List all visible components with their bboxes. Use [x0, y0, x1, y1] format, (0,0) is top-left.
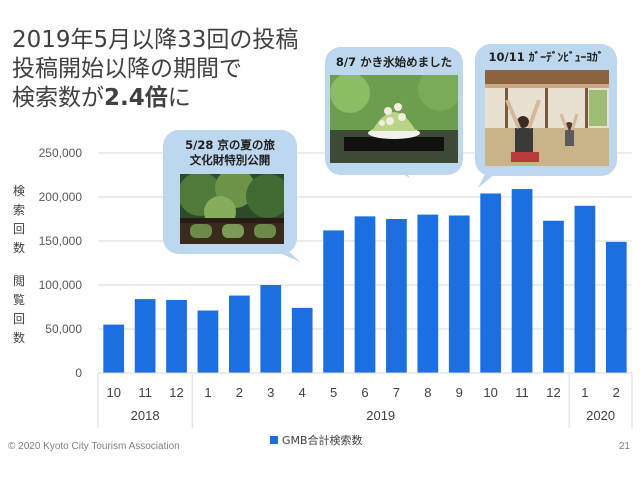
bar	[417, 214, 439, 373]
bar	[228, 295, 250, 373]
y-label-char: 検	[12, 184, 25, 198]
callout-garden-view-yoga: 10/11 ｶﾞｰﾃﾞﾝﾋﾞｭｰﾖｶﾞ	[475, 44, 617, 176]
chart-legend: GMB合計検索数	[270, 432, 363, 448]
y-label-char: 索	[12, 203, 25, 217]
year-label: 2019	[366, 408, 395, 423]
y-tick-label: 200,000	[39, 190, 83, 204]
x-tick-label: 1	[204, 385, 211, 400]
bar	[480, 193, 502, 373]
page-number: 21	[618, 441, 630, 452]
bar	[354, 216, 376, 373]
y-tick-label: 0	[75, 366, 82, 380]
x-tick-label: 4	[299, 385, 306, 400]
x-tick-label: 2	[613, 385, 620, 400]
bar	[605, 241, 627, 373]
x-tick-label: 6	[361, 385, 368, 400]
legend-label: GMB合計検索数	[282, 434, 363, 447]
y-label-char: 覧	[12, 293, 25, 307]
bar	[543, 220, 564, 373]
y-label-char: 回	[12, 312, 25, 326]
y-tick-label: 250,000	[39, 146, 83, 160]
callout-2-title: 8/7 かき氷始めました	[335, 55, 453, 69]
bar	[511, 189, 533, 373]
callout-3-title: 10/11 ｶﾞｰﾃﾞﾝﾋﾞｭｰﾖｶﾞ	[488, 50, 604, 64]
year-label: 2018	[131, 408, 160, 423]
headline: 2019年5月以降33回の投稿 投稿開始以降の期間で 検索数が2.4倍に	[12, 26, 298, 113]
callout-1-title-line-2: 文化財特別公開	[189, 153, 271, 167]
bar	[166, 299, 187, 373]
headline-line-2: 投稿開始以降の期間で	[12, 56, 242, 82]
temple-garden-photo	[180, 174, 284, 244]
x-tick-label: 5	[330, 385, 337, 400]
y-label-char: 回	[12, 222, 25, 236]
bar	[291, 307, 313, 373]
callout-summer-cultural-properties: 5/28 京の夏の旅 文化財特別公開	[163, 130, 297, 254]
x-tick-label: 8	[424, 385, 431, 400]
bar	[134, 299, 156, 373]
y-label-char: 数	[12, 331, 25, 345]
bar	[448, 215, 470, 373]
headline-line-1: 2019年5月以降33回の投稿	[12, 27, 299, 53]
shaved-ice-photo	[330, 75, 458, 163]
x-tick-label: 12	[169, 385, 183, 400]
headline-line-3-prefix: 検索数が	[12, 85, 104, 111]
callout-shaved-ice: 8/7 かき氷始めました	[325, 47, 463, 175]
copyright-text: © 2020 Kyoto City Tourism Association	[8, 441, 180, 452]
x-tick-label: 3	[267, 385, 274, 400]
x-tick-label: 11	[138, 385, 152, 400]
headline-emphasis: 2.4倍	[104, 85, 168, 111]
y-tick-label: 100,000	[39, 278, 83, 292]
bar	[103, 324, 125, 373]
bar	[386, 219, 407, 373]
y-tick-label: 50,000	[45, 322, 82, 336]
x-tick-label: 11	[515, 385, 529, 400]
bar	[323, 230, 344, 373]
year-label: 2020	[586, 408, 615, 423]
headline-line-3-suffix: に	[167, 85, 191, 111]
legend-swatch	[270, 436, 278, 444]
y-tick-label: 150,000	[39, 234, 83, 248]
bar	[197, 310, 219, 373]
garden-yoga-photo	[485, 70, 609, 166]
y-axis-label-bottom: 閲 覧 回 数	[12, 272, 26, 348]
x-tick-label: 9	[456, 385, 463, 400]
x-tick-label: 10	[106, 385, 120, 400]
bar	[574, 205, 596, 373]
x-tick-label: 2	[236, 385, 243, 400]
callout-1-title-line-1: 5/28 京の夏の旅	[185, 138, 275, 152]
y-label-char: 閲	[12, 274, 25, 288]
x-tick-label: 12	[546, 385, 560, 400]
x-tick-label: 1	[581, 385, 588, 400]
x-tick-label: 10	[483, 385, 497, 400]
bar	[260, 285, 282, 373]
headline-line-3: 検索数が2.4倍に	[12, 84, 298, 113]
x-tick-label: 7	[393, 385, 400, 400]
y-label-char: 数	[12, 241, 25, 255]
y-axis-label-top: 検 索 回 数	[12, 182, 26, 258]
